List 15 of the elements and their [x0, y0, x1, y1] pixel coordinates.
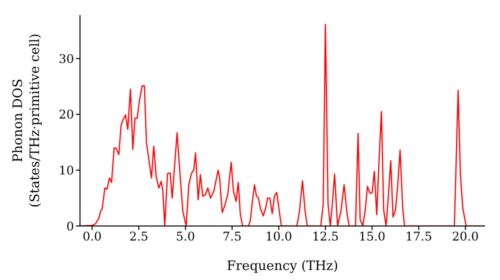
y-axis-title: Phonon DOS (States/THz·primitive cell) [11, 33, 43, 208]
y-tick-label: 10 [58, 163, 74, 178]
y-tick-label: 20 [58, 108, 74, 122]
x-axis-title: Frequency (THz) [226, 259, 338, 274]
x-tick-label: 17.5 [405, 230, 432, 244]
x-tick-label: 15.0 [358, 230, 386, 244]
x-tick-label: 10.0 [265, 230, 292, 244]
x-tick-label: 20.0 [452, 230, 479, 244]
x-tick-label: 7.5 [222, 230, 242, 244]
x-tick-label: 5.0 [176, 230, 195, 244]
x-tick-label: 2.5 [129, 230, 148, 244]
y-tick-label: 30 [58, 52, 74, 66]
x-tick-label: 12.5 [312, 230, 339, 244]
y-tick-label: 0 [66, 219, 74, 234]
x-tick-label: 0.0 [82, 230, 102, 244]
